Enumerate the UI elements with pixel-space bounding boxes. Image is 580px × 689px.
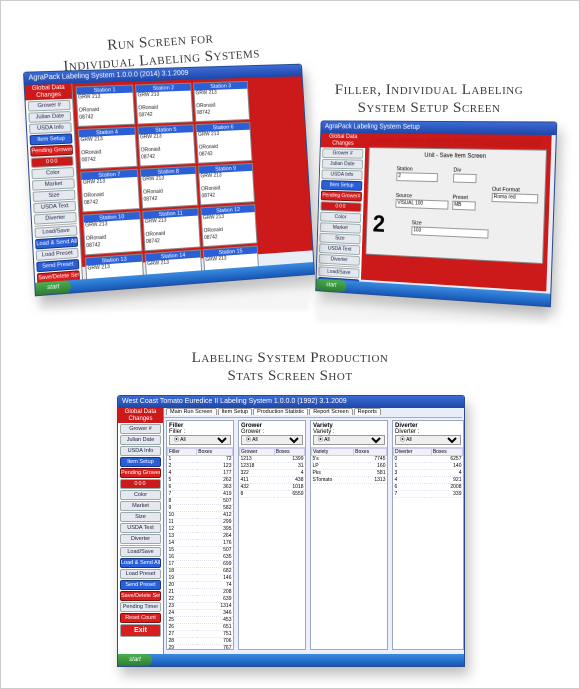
setup-screen-window: AgraPack Labeling System Setup Global Da… [315, 120, 557, 307]
station-grid: Station 1GRW 213 ORonaid08742Station 2GR… [72, 76, 312, 267]
start-button[interactable]: start [316, 279, 346, 293]
setup-tabs [369, 137, 547, 147]
label-station: Station [397, 166, 413, 172]
setup-sidebar: Global Data Changes Grower #Julian DateU… [317, 133, 366, 280]
sidebar-usda-info[interactable]: USDA Info [29, 122, 72, 134]
label-source: Source [396, 193, 412, 199]
station-7[interactable]: Station 7GRW 213 ORonaid08742 [80, 169, 140, 213]
sidebar-market[interactable]: Market [320, 222, 361, 233]
tab-reports[interactable]: Reports [354, 408, 381, 415]
station-1[interactable]: Station 1GRW 213 ORonaid08742 [76, 85, 136, 127]
sidebar-load-save[interactable]: Load/Save [120, 547, 161, 557]
tab-report-screen[interactable]: Report Screen [309, 408, 352, 415]
station-2[interactable]: Station 2GRW 213 ORonaid08742 [135, 83, 193, 125]
sidebar-julian-date[interactable]: Julian Date [322, 159, 363, 170]
station-11[interactable]: Station 11GRW 213 ORonaid08742 [142, 208, 201, 252]
sidebar-header: Global Data Changes [118, 408, 163, 423]
caption-stats-screen: Labeling System ProductionStats Screen S… [1, 349, 579, 385]
sidebar-usda-text[interactable]: USDA Text [120, 523, 161, 533]
sidebar-pending-timer[interactable]: Pending Timer [120, 602, 161, 612]
station-9[interactable]: Station 9GRW 213 ORonaid08742 [198, 163, 255, 206]
stats-screen-window: West Coast Tomato Euredice II Labeling S… [117, 395, 465, 667]
stats-panel-grower: GrowerGrower :⦿ AllGrowerBoxes1213139912… [238, 420, 306, 650]
tab-main-run-screen[interactable]: Main Run Screen [166, 408, 217, 415]
sidebar-color[interactable]: Color [320, 212, 361, 223]
station-5[interactable]: Station 5GRW 213 ORonaid08742 [137, 124, 195, 166]
form-title: Unit - Save Item Screen [373, 152, 542, 161]
variety-value[interactable]: Roma red [492, 193, 539, 204]
filter-select[interactable]: ⦿ All [169, 435, 231, 445]
size-value[interactable]: 103 [411, 226, 488, 238]
sidebar-julian-date[interactable]: Julian Date [28, 111, 71, 123]
run-screen-window: AgraPack Labeling System 1.0.0.0 (2014) … [23, 64, 315, 297]
station-4[interactable]: Station 4GRW 213 ORonaid08742 [78, 127, 138, 170]
sidebar-market[interactable]: Market [120, 501, 161, 511]
start-button[interactable]: start [118, 654, 152, 666]
sidebar-load-preset[interactable]: Load Preset [120, 569, 161, 579]
setup-form: Unit - Save Item Screen Station 2 Source… [365, 147, 547, 264]
sidebar-julian-date[interactable]: Julian Date [120, 435, 161, 445]
sidebar-item-setup[interactable]: Item Setup [120, 457, 161, 467]
sidebar-grower-[interactable]: Grower # [322, 149, 363, 159]
sidebar-item-setup[interactable]: Item Setup [29, 134, 72, 146]
station-bignum: 2 [372, 211, 385, 239]
station-3[interactable]: Station 3GRW 213 ORonaid08742 [193, 81, 250, 122]
sidebar-usda-info[interactable]: USDA Info [321, 170, 362, 181]
stats-sidebar: Global Data Changes Grower #Julian DateU… [118, 408, 164, 654]
caption-setup-screen: Filler, Individual LabelingSystem Setup … [319, 81, 539, 117]
sidebar-000[interactable]: 000 [320, 201, 361, 212]
label-div: Div [453, 167, 461, 173]
sidebar-header: Global Data Changes [25, 84, 72, 101]
tab-item-setup[interactable]: Item Setup [218, 408, 253, 415]
stats-panel-filler: FillerFiller :⦿ AllFillerBoxes1722123417… [166, 420, 234, 650]
stats-tabs: Main Run ScreenItem SetupProduction Stat… [164, 408, 462, 418]
station-8[interactable]: Station 8GRW 213 ORonaid08742 [140, 166, 198, 209]
stats-panel-diverter: DiverterDiverter :⦿ AllDiverterBoxes0625… [392, 420, 464, 650]
sidebar-load-send-all[interactable]: Load & Send All [120, 558, 161, 568]
sidebar-grower-[interactable]: Grower # [28, 100, 71, 112]
stats-body: Main Run ScreenItem SetupProduction Stat… [164, 408, 462, 652]
taskbar: start [118, 654, 464, 666]
sidebar-header: Global Data Changes [321, 133, 366, 148]
sidebar-usda-info[interactable]: USDA Info [120, 446, 161, 456]
sidebar-pending-grower-[interactable]: Pending Grower# [321, 191, 362, 202]
label-out: Out Format [492, 187, 520, 194]
sidebar-send-preset[interactable]: Send Preset [120, 580, 161, 590]
filter-select[interactable]: ⦿ All [313, 435, 385, 445]
station-6[interactable]: Station 6GRW 213 ORonaid08742 [195, 122, 252, 164]
sidebar-pending-grower-[interactable]: Pending Grower# [120, 468, 161, 478]
sidebar-size[interactable]: Size [120, 512, 161, 522]
sidebar-000[interactable]: 000 [31, 156, 74, 168]
preset-value[interactable]: MB [452, 201, 476, 211]
exit-button[interactable]: Exit [120, 624, 161, 637]
station-10[interactable]: Station 10GRW 213 ORonaid08742 [83, 211, 143, 255]
window-titlebar: West Coast Tomato Euredice II Labeling S… [118, 396, 464, 408]
stats-panel-variety: VarietyVariety :⦿ AllVarietyBoxes5's7745… [310, 420, 388, 650]
source-value[interactable]: VISUAL 100 [395, 199, 448, 210]
sidebar-save-delete-setup[interactable]: Save/Delete Setup [120, 591, 161, 601]
start-button[interactable]: start [35, 280, 71, 295]
station-12[interactable]: Station 12GRW 213 ORonaid08742 [200, 204, 257, 247]
setup-body: Unit - Save Item Screen Station 2 Source… [361, 133, 552, 291]
label-preset: Preset [452, 195, 468, 202]
label-size: Size [412, 220, 422, 226]
filter-select[interactable]: ⦿ All [241, 435, 303, 445]
sidebar-color[interactable]: Color [120, 490, 161, 500]
sidebar-diverter[interactable]: Diverter [120, 534, 161, 544]
sidebar-item-setup[interactable]: Item Setup [321, 180, 362, 191]
tab-production-statistic[interactable]: Production Statistic [253, 408, 308, 415]
stats-panels: FillerFiller :⦿ AllFillerBoxes1722123417… [164, 418, 462, 652]
station-value[interactable]: 2 [396, 172, 438, 182]
sidebar-grower-[interactable]: Grower # [120, 424, 161, 434]
sidebar-pending-grower-[interactable]: Pending Grower# [30, 145, 73, 157]
div-value[interactable] [453, 173, 477, 183]
sidebar-000[interactable]: 000 [120, 479, 161, 489]
filter-select[interactable]: ⦿ All [395, 435, 461, 445]
sidebar-reset-count[interactable]: Reset Count [120, 613, 161, 623]
